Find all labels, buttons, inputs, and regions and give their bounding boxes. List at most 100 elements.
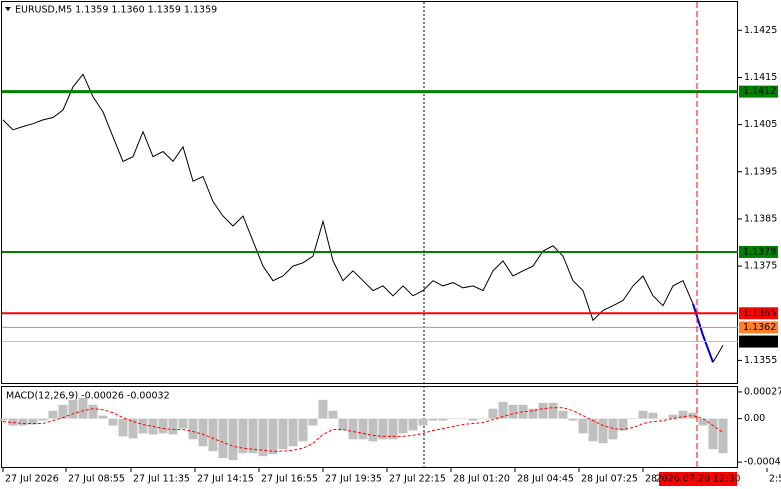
- macd-bar: [418, 418, 428, 426]
- macd-bar: [568, 418, 578, 421]
- macd-bar: [48, 410, 58, 419]
- macd-bar: [448, 418, 458, 420]
- macd-bar: [698, 418, 708, 426]
- macd-title: MACD(12,26,9) -0.00026 -0.00032: [6, 391, 170, 402]
- macd-bar: [388, 418, 398, 440]
- cursor-label: 2026.07.28 12:30: [656, 474, 741, 485]
- macd-bar: [98, 415, 108, 419]
- x-tick-label: 27 Jul 16:55: [261, 474, 318, 485]
- macd-bar: [478, 418, 488, 420]
- x-tick-label: 27 Jul 22:15: [389, 474, 446, 485]
- macd-bar: [328, 410, 338, 419]
- x-tick-label: 28: [645, 474, 657, 485]
- macd-bar: [278, 418, 288, 450]
- macd-bar: [198, 418, 208, 447]
- macd-bar: [18, 418, 28, 426]
- macd-bar: [178, 418, 188, 429]
- macd-bar: [318, 399, 328, 419]
- macd-bar: [428, 418, 438, 421]
- macd-bar: [258, 418, 268, 457]
- x-tick-label: 2:55: [769, 474, 781, 485]
- macd-bar: [78, 397, 88, 419]
- macd-bar: [648, 412, 658, 419]
- macd-bar: [398, 418, 408, 434]
- level-label: 1.1365: [743, 308, 776, 319]
- macd-bar: [678, 410, 688, 419]
- x-tick-label: 27 Jul 08:55: [68, 474, 125, 485]
- macd-bar: [668, 414, 678, 419]
- symbol-menu-icon[interactable]: [5, 7, 11, 11]
- macd-bar: [718, 418, 728, 454]
- x-tick-label: 27 Jul 19:35: [325, 474, 382, 485]
- level-label: 1.1412: [743, 86, 776, 97]
- macd-bar: [658, 418, 668, 420]
- macd-bar: [168, 418, 178, 435]
- price-line: [692, 303, 714, 363]
- macd-bar: [598, 418, 608, 444]
- macd-pane: [1, 386, 738, 468]
- level-label-bg: [739, 85, 778, 98]
- macd-bar: [288, 418, 298, 447]
- macd-bar: [208, 418, 218, 452]
- level-label: 1.1359: [743, 336, 776, 347]
- macd-bar: [158, 418, 168, 434]
- macd-bar: [628, 418, 638, 420]
- x-tick-label: 28 Jul 07:25: [581, 474, 638, 485]
- macd-bar: [38, 418, 48, 421]
- macd-bar: [638, 410, 648, 419]
- macd-bar: [88, 404, 98, 419]
- x-tick-label: 27 Jul 11:35: [133, 474, 190, 485]
- x-tick-label: 27 Jul 14:15: [197, 474, 254, 485]
- macd-bar: [578, 418, 588, 434]
- y-tick-label: 0.00: [744, 413, 765, 424]
- y-tick-label: 1.1355: [744, 355, 777, 366]
- y-tick-label: 1.1415: [744, 72, 777, 83]
- x-tick-label: 28 Jul 01:20: [453, 474, 510, 485]
- y-tick-label: 0.00027: [744, 386, 781, 397]
- macd-bar: [298, 418, 308, 442]
- macd-bar: [438, 418, 448, 421]
- macd-bar: [468, 418, 478, 421]
- macd-bar: [118, 418, 128, 437]
- y-tick-label: 1.1385: [744, 213, 777, 224]
- macd-bar: [128, 418, 138, 439]
- macd-bar: [338, 418, 348, 431]
- macd-bar: [308, 418, 318, 426]
- macd-bar: [218, 418, 228, 459]
- macd-bar: [558, 410, 568, 419]
- macd-bar: [588, 418, 598, 442]
- y-tick-label: 1.1375: [744, 261, 777, 272]
- main-pane: [1, 1, 738, 384]
- macd-bar: [528, 408, 538, 419]
- cursor-label-bg: [659, 472, 737, 486]
- macd-bar: [248, 418, 258, 454]
- macd-bar: [68, 399, 78, 419]
- macd-bar: [108, 418, 118, 426]
- macd-bar: [8, 418, 18, 426]
- level-label-bg: [739, 245, 778, 258]
- chart-title: EURUSD,M5 1.1359 1.1360 1.1359 1.1359: [15, 5, 217, 16]
- macd-bar: [548, 402, 558, 419]
- macd-bar: [488, 408, 498, 419]
- macd-bar: [58, 404, 68, 419]
- y-tick-label: 1.1405: [744, 119, 777, 130]
- level-label-bg: [739, 335, 778, 348]
- macd-bar: [0, 418, 8, 421]
- level-label: 1.1362: [743, 322, 776, 333]
- y-tick-label: 1.1395: [744, 166, 777, 177]
- macd-bar: [238, 418, 248, 454]
- macd-bar: [518, 404, 528, 419]
- macd-bar: [188, 418, 198, 440]
- macd-bar: [368, 418, 378, 442]
- macd-bar: [358, 418, 368, 440]
- macd-bar: [28, 418, 38, 425]
- macd-bar: [458, 418, 468, 420]
- y-tick-label: -0.00044: [744, 457, 781, 468]
- x-tick-label: 28 Jul 04:45: [517, 474, 574, 485]
- macd-bar: [708, 418, 718, 450]
- signal-line: [2, 407, 724, 452]
- macd-bar: [348, 418, 358, 440]
- x-tick-label: 27 Jul 2026: [5, 474, 59, 485]
